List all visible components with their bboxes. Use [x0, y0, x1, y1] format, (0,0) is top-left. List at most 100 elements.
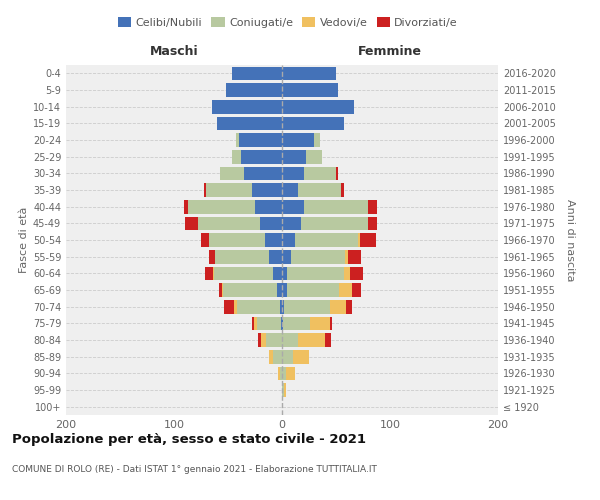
- Bar: [252, 316, 254, 330]
- Bar: [287, 283, 339, 297]
- Bar: [252, 183, 282, 197]
- Bar: [283, 316, 310, 330]
- Bar: [293, 350, 309, 364]
- Bar: [282, 266, 287, 280]
- Bar: [339, 283, 352, 297]
- Bar: [304, 200, 368, 213]
- Bar: [310, 316, 329, 330]
- Bar: [282, 316, 283, 330]
- Bar: [282, 300, 284, 314]
- Bar: [282, 183, 298, 197]
- Bar: [205, 266, 213, 280]
- Bar: [282, 283, 287, 297]
- Text: Maschi: Maschi: [149, 45, 199, 58]
- Text: COMUNE DI ROLO (RE) - Dati ISTAT 1° gennaio 2021 - Elaborazione TUTTITALIA.IT: COMUNE DI ROLO (RE) - Dati ISTAT 1° genn…: [12, 466, 377, 474]
- Bar: [298, 333, 325, 347]
- Bar: [282, 66, 336, 80]
- Y-axis label: Fasce di età: Fasce di età: [19, 207, 29, 273]
- Bar: [185, 216, 198, 230]
- Bar: [255, 200, 282, 213]
- Bar: [266, 333, 282, 347]
- Bar: [217, 116, 282, 130]
- Bar: [220, 283, 221, 297]
- Bar: [224, 300, 235, 314]
- Bar: [244, 166, 282, 180]
- Bar: [280, 366, 282, 380]
- Bar: [188, 200, 255, 213]
- Bar: [265, 233, 282, 247]
- Bar: [344, 266, 350, 280]
- Bar: [282, 100, 355, 114]
- Bar: [336, 166, 338, 180]
- Bar: [282, 116, 344, 130]
- Bar: [274, 266, 282, 280]
- Bar: [352, 283, 361, 297]
- Bar: [269, 350, 274, 364]
- Bar: [287, 266, 344, 280]
- Bar: [232, 150, 241, 164]
- Bar: [282, 333, 298, 347]
- Bar: [214, 266, 274, 280]
- Bar: [209, 233, 265, 247]
- Bar: [301, 216, 368, 230]
- Bar: [226, 83, 282, 97]
- Bar: [254, 316, 257, 330]
- Bar: [368, 216, 377, 230]
- Bar: [282, 133, 314, 147]
- Legend: Celibi/Nubili, Coniugati/e, Vedovi/e, Divorziati/e: Celibi/Nubili, Coniugati/e, Vedovi/e, Di…: [113, 13, 463, 32]
- Bar: [290, 250, 344, 264]
- Bar: [284, 383, 286, 397]
- Bar: [325, 333, 331, 347]
- Bar: [282, 250, 290, 264]
- Bar: [236, 133, 239, 147]
- Bar: [282, 350, 293, 364]
- Bar: [286, 366, 295, 380]
- Bar: [220, 166, 244, 180]
- Bar: [282, 166, 304, 180]
- Bar: [260, 216, 282, 230]
- Bar: [284, 300, 329, 314]
- Bar: [329, 300, 346, 314]
- Bar: [184, 200, 188, 213]
- Bar: [280, 300, 282, 314]
- Bar: [298, 183, 341, 197]
- Bar: [350, 266, 363, 280]
- Bar: [209, 250, 215, 264]
- Bar: [358, 233, 360, 247]
- Bar: [304, 166, 336, 180]
- Bar: [235, 300, 236, 314]
- Bar: [221, 283, 223, 297]
- Bar: [269, 250, 282, 264]
- Y-axis label: Anni di nascita: Anni di nascita: [565, 198, 575, 281]
- Bar: [346, 300, 352, 314]
- Bar: [204, 183, 206, 197]
- Bar: [213, 266, 214, 280]
- Bar: [282, 383, 284, 397]
- Bar: [241, 150, 282, 164]
- Bar: [282, 366, 286, 380]
- Bar: [232, 66, 282, 80]
- Bar: [239, 133, 282, 147]
- Bar: [201, 233, 209, 247]
- Bar: [360, 233, 376, 247]
- Bar: [329, 316, 332, 330]
- Bar: [295, 233, 358, 247]
- Bar: [274, 350, 282, 364]
- Bar: [306, 150, 322, 164]
- Bar: [236, 300, 280, 314]
- Text: Popolazione per età, sesso e stato civile - 2021: Popolazione per età, sesso e stato civil…: [12, 432, 366, 446]
- Bar: [206, 183, 252, 197]
- Bar: [282, 150, 306, 164]
- Bar: [344, 250, 348, 264]
- Bar: [348, 250, 361, 264]
- Bar: [282, 233, 295, 247]
- Bar: [215, 250, 269, 264]
- Bar: [277, 283, 282, 297]
- Bar: [198, 216, 260, 230]
- Bar: [314, 133, 320, 147]
- Bar: [258, 333, 262, 347]
- Bar: [368, 200, 377, 213]
- Bar: [282, 83, 338, 97]
- Bar: [282, 216, 301, 230]
- Bar: [212, 100, 282, 114]
